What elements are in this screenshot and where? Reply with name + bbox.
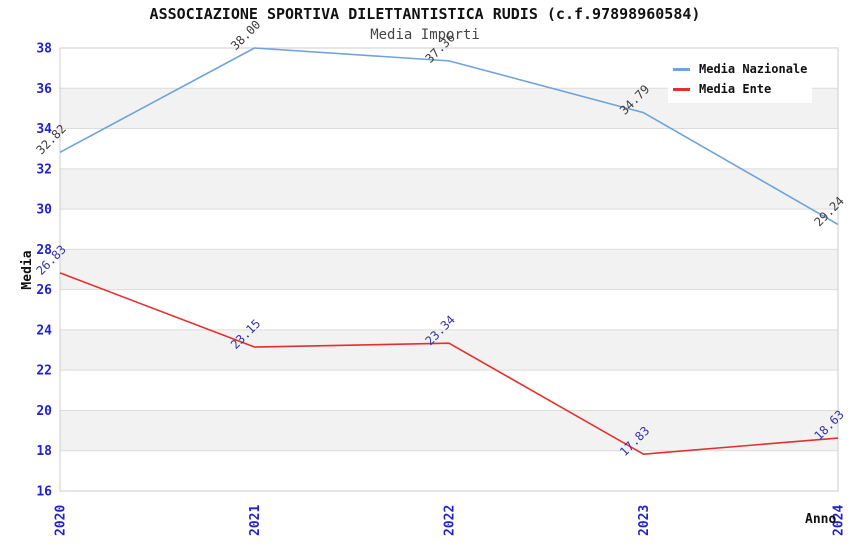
line-swatch-media-ente (673, 87, 690, 91)
plot-border (59, 47, 839, 492)
x-axis-title: Anno (805, 512, 837, 527)
x-tick-label: 2024 (832, 505, 847, 536)
y-axis-title: Media (20, 250, 35, 290)
y-tick-label: 22 (36, 364, 52, 379)
legend-item-media-nazionale: Media Nazionale (668, 62, 812, 76)
line-swatch-media-nazionale (673, 67, 690, 71)
x-tick-label: 2023 (637, 505, 652, 536)
grid-band (60, 168, 838, 210)
y-tick-label: 30 (36, 203, 52, 218)
y-tick-label: 28 (36, 243, 52, 258)
y-tick-label: 36 (36, 82, 52, 97)
y-tick-label: 38 (36, 42, 52, 57)
y-tick-label: 32 (36, 162, 52, 177)
y-tick-label: 34 (36, 122, 52, 137)
x-tick-label: 2022 (443, 505, 458, 536)
grid-band (60, 249, 838, 290)
legend: Media Nazionale Media Ente (668, 55, 812, 103)
y-tick-label: 26 (36, 283, 52, 298)
chart-title: ASSOCIAZIONE SPORTIVA DILETTANTISTICA RU… (149, 5, 701, 23)
grid-band (60, 329, 838, 371)
legend-label-media-ente: Media Ente (699, 82, 772, 96)
y-tick-label: 16 (36, 485, 52, 500)
y-tick-label: 20 (36, 404, 52, 419)
grid-band (60, 410, 838, 451)
legend-label-media-nazionale: Media Nazionale (699, 62, 808, 76)
series-line-media-nazionale (59, 47, 839, 226)
y-tick-label: 24 (36, 323, 52, 338)
x-tick-label: 2020 (54, 505, 69, 536)
x-tick-label: 2021 (248, 505, 263, 536)
series-line-media-ente (59, 272, 839, 455)
legend-item-media-ente: Media Ente (668, 82, 812, 96)
y-tick-label: 18 (36, 444, 52, 459)
chart-subtitle: Media Importi (370, 27, 480, 43)
